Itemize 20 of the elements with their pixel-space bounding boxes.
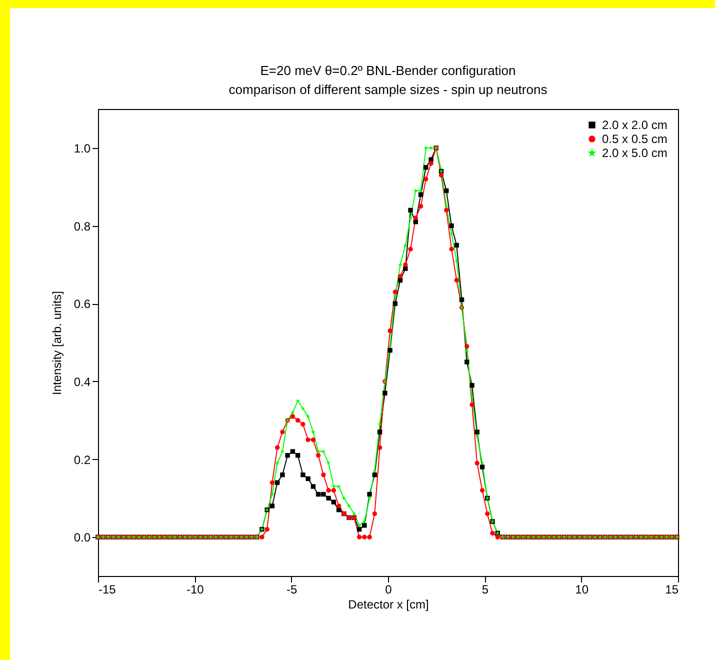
x-tick-label: 0 [385,582,392,596]
x-tick-label: -5 [286,582,298,596]
y-tick-label: 0.2 [74,452,91,467]
x-tick-label: 15 [665,582,679,596]
legend-label: 0.5 x 0.5 cm [602,132,668,146]
chart-title: E=20 meV θ=0.2º BNL-Bender configuration [260,63,516,78]
x-tick-label: 5 [482,582,489,596]
y-tick-label: 1.0 [74,141,91,156]
chart-subtitle: comparison of different sample sizes - spin up neutrons [228,82,548,97]
y-tick-label: 0.0 [74,530,91,545]
legend-label: 2.0 x 2.0 cm [602,118,668,132]
y-tick-label: 0.4 [74,374,91,389]
legend-label: 2.0 x 5.0 cm [602,146,668,160]
x-tick-label: -10 [186,582,204,596]
y-axis-title: Intensity [arb. units] [50,290,64,396]
x-tick-label: -15 [98,582,116,596]
y-tick-label: 0.6 [74,297,91,312]
y-tick-label: 0.8 [74,219,91,234]
x-axis-title: Detector x [cm] [348,598,429,612]
x-tick-label: 10 [575,582,589,596]
